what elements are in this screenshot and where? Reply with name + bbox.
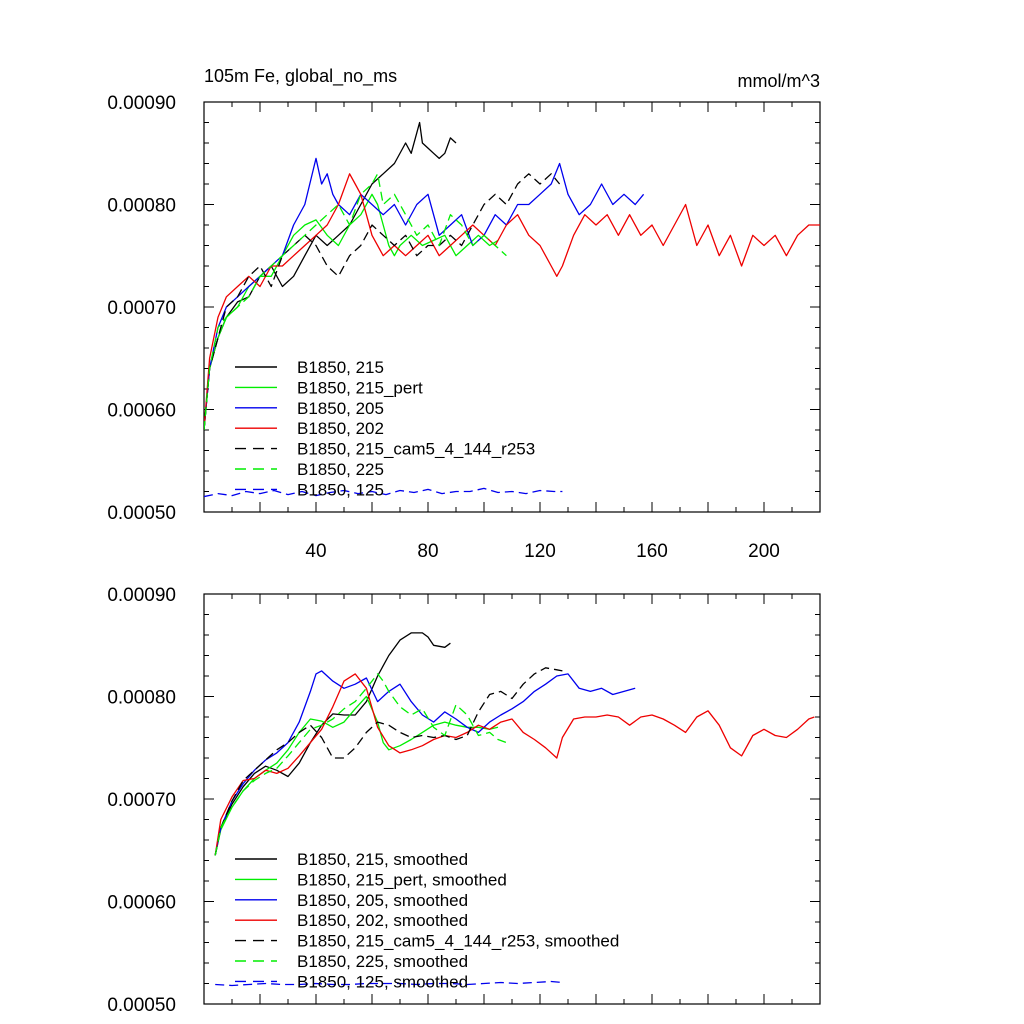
y-tick-label: 0.00080 — [107, 196, 176, 217]
x-tick-label: 120 — [524, 541, 556, 562]
series-line-6 — [214, 673, 507, 856]
series-group — [214, 632, 815, 987]
chart-panel-2: 0.00050 0.00060 0.00070 0.00080 0.00090 B1850… — [107, 585, 821, 1016]
y-tick-label: 0.00070 — [107, 790, 176, 811]
series-line-1 — [214, 632, 451, 856]
legend-label: B1850, 215_pert, smoothed — [297, 870, 507, 889]
chart-panel-1: 105m Fe, global_no_ms mmol/m^3 40 80 120 160 2… — [107, 66, 821, 562]
legend-label: B1850, 225, smoothed — [297, 952, 468, 971]
legend-label: B1850, 215_cam5_4_144_r253 — [297, 440, 535, 459]
legend-label: B1850, 215 — [297, 358, 384, 377]
y-tick-label: 0.00050 — [107, 995, 176, 1016]
series-line-5 — [214, 667, 563, 856]
x-tick-label: 200 — [748, 541, 780, 562]
legend-label: B1850, 215_cam5_4_144_r253, smoothed — [297, 932, 619, 951]
series-line-5 — [204, 173, 561, 431]
series-group — [204, 121, 820, 498]
y-tick-label: 0.00050 — [107, 503, 176, 524]
series-line-4 — [204, 173, 820, 431]
legend-label: B1850, 202, smoothed — [297, 911, 468, 930]
legend-label: B1850, 215_pert — [297, 378, 423, 397]
series-line-3 — [214, 670, 636, 856]
series-line-4 — [214, 673, 815, 856]
y-tick-label: 0.00070 — [107, 298, 176, 319]
y-tick-label: 0.00060 — [107, 401, 176, 422]
x-tick-label: 80 — [417, 541, 438, 562]
series-line-3 — [204, 157, 645, 431]
y-tick-label: 0.00090 — [107, 93, 176, 114]
chart-title: 105m Fe, global_no_ms — [204, 66, 397, 87]
x-tick-label: 40 — [305, 541, 326, 562]
y-tick-label: 0.00080 — [107, 688, 176, 709]
legend-label: B1850, 205, smoothed — [297, 891, 468, 910]
legend-label: B1850, 202 — [297, 419, 384, 438]
series-line-6 — [204, 173, 507, 431]
legend-label: B1850, 125, smoothed — [297, 972, 468, 991]
series-line-7 — [204, 487, 563, 498]
y-tick-label: 0.00090 — [107, 585, 176, 606]
series-line-7 — [215, 980, 563, 987]
units-label: mmol/m^3 — [738, 71, 820, 91]
x-tick-label: 160 — [636, 541, 668, 562]
y-tick-label: 0.00060 — [107, 893, 176, 914]
legend-label: B1850, 205 — [297, 399, 384, 418]
legend-label: B1850, 215, smoothed — [297, 850, 468, 869]
legend-label: B1850, 225 — [297, 460, 384, 479]
legend-label: B1850, 125 — [297, 480, 384, 499]
